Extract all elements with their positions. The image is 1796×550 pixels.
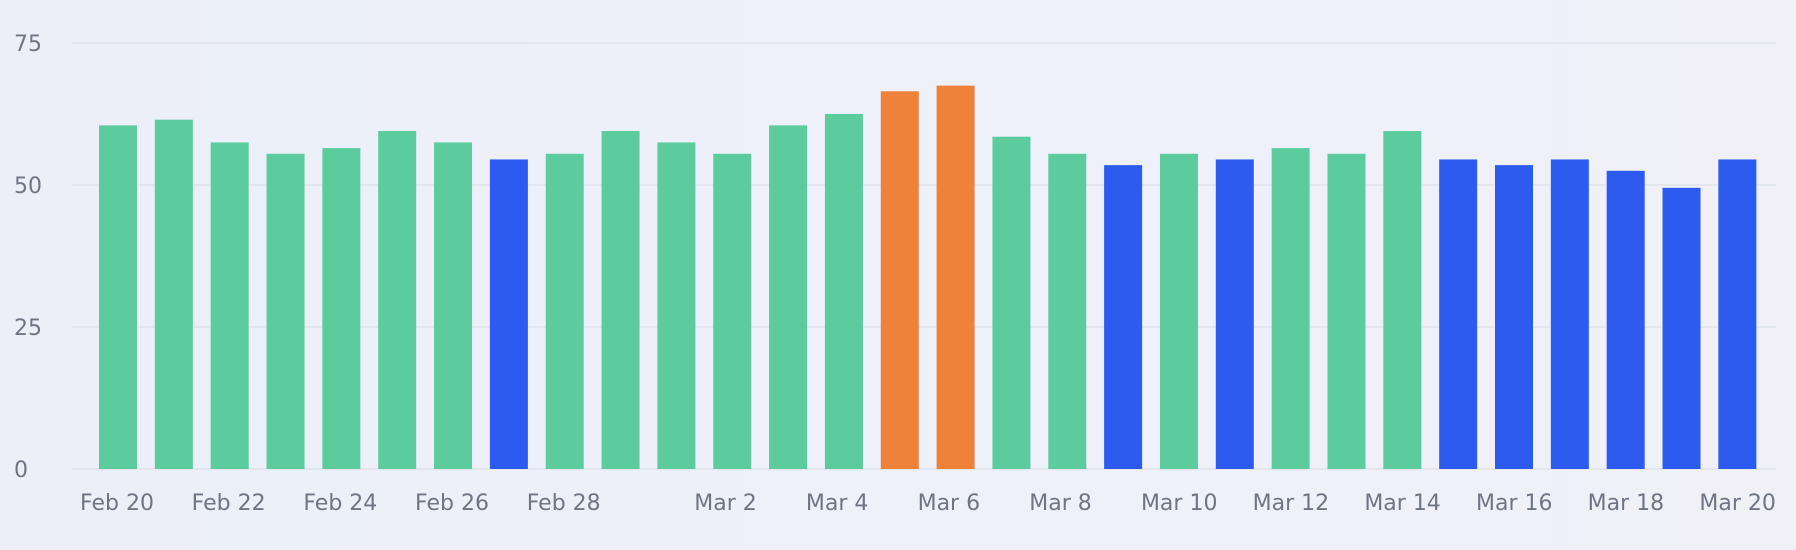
bar-mar-19[interactable] xyxy=(1662,187,1701,469)
bar-feb-25[interactable] xyxy=(378,131,417,470)
bar-mar-5[interactable] xyxy=(880,91,919,469)
x-tick-label: Mar 20 xyxy=(1699,491,1776,516)
x-tick-label: Mar 6 xyxy=(918,491,981,516)
x-tick-label: Feb 20 xyxy=(80,491,154,516)
x-axis-ticks: Feb 20 Feb 22 Feb 24 Feb 26 Feb 28 Mar 2 Mar 4… xyxy=(80,491,1776,516)
x-tick-label: Feb 28 xyxy=(527,491,601,516)
x-tick-label: Mar 4 xyxy=(806,491,869,516)
x-tick-label: Mar 16 xyxy=(1476,491,1553,516)
bar-feb-28[interactable] xyxy=(545,153,584,469)
x-tick-label: Mar 8 xyxy=(1029,491,1092,516)
bar-feb-23[interactable] xyxy=(266,153,305,469)
bar-mar-9[interactable] xyxy=(1104,165,1143,469)
y-tick-label: 0 xyxy=(14,458,28,483)
bar-mar-17[interactable] xyxy=(1550,159,1589,469)
bar-mar-3[interactable] xyxy=(769,125,808,470)
bars xyxy=(99,85,1757,470)
bar-feb-20[interactable] xyxy=(99,125,137,470)
bar-mar-14[interactable] xyxy=(1383,131,1422,470)
bar-mar-13[interactable] xyxy=(1327,153,1366,469)
y-tick-label: 25 xyxy=(14,316,42,341)
x-tick-label: Mar 10 xyxy=(1141,491,1218,516)
x-tick-label: Mar 12 xyxy=(1253,491,1330,516)
y-axis-ticks: 0 25 50 75 xyxy=(14,32,42,483)
x-tick-label: Mar 2 xyxy=(694,491,757,516)
bar-mar-7[interactable] xyxy=(992,136,1031,469)
bar-mar-2[interactable] xyxy=(713,153,752,469)
x-tick-label: Mar 18 xyxy=(1588,491,1665,516)
bar-mar-4[interactable] xyxy=(824,114,863,469)
y-tick-label: 75 xyxy=(14,32,42,57)
x-tick-label: Mar 14 xyxy=(1364,491,1441,516)
bar-feb-26[interactable] xyxy=(434,142,473,469)
bar-mar-1[interactable] xyxy=(657,142,696,469)
bar-mar-11[interactable] xyxy=(1215,159,1254,469)
bar-feb-21[interactable] xyxy=(154,119,193,470)
bar-mar-15[interactable] xyxy=(1439,159,1478,469)
bar-mar-8[interactable] xyxy=(1048,153,1087,469)
bar-mar-12[interactable] xyxy=(1271,148,1310,469)
x-tick-label: Feb 26 xyxy=(415,491,489,516)
bar-feb-27[interactable] xyxy=(489,159,528,469)
bar-mar-16[interactable] xyxy=(1495,165,1533,469)
bar-mar-10[interactable] xyxy=(1159,153,1198,469)
bar-feb-24[interactable] xyxy=(322,148,361,469)
bar-mar-18[interactable] xyxy=(1606,170,1645,470)
x-tick-label: Feb 24 xyxy=(303,491,377,516)
y-tick-label: 50 xyxy=(14,174,42,199)
bar-feb-29[interactable] xyxy=(601,131,640,470)
bar-mar-20[interactable] xyxy=(1718,159,1757,469)
bar-mar-6[interactable] xyxy=(936,85,975,469)
bar-feb-22[interactable] xyxy=(210,142,249,469)
x-tick-label: Feb 22 xyxy=(192,491,266,516)
